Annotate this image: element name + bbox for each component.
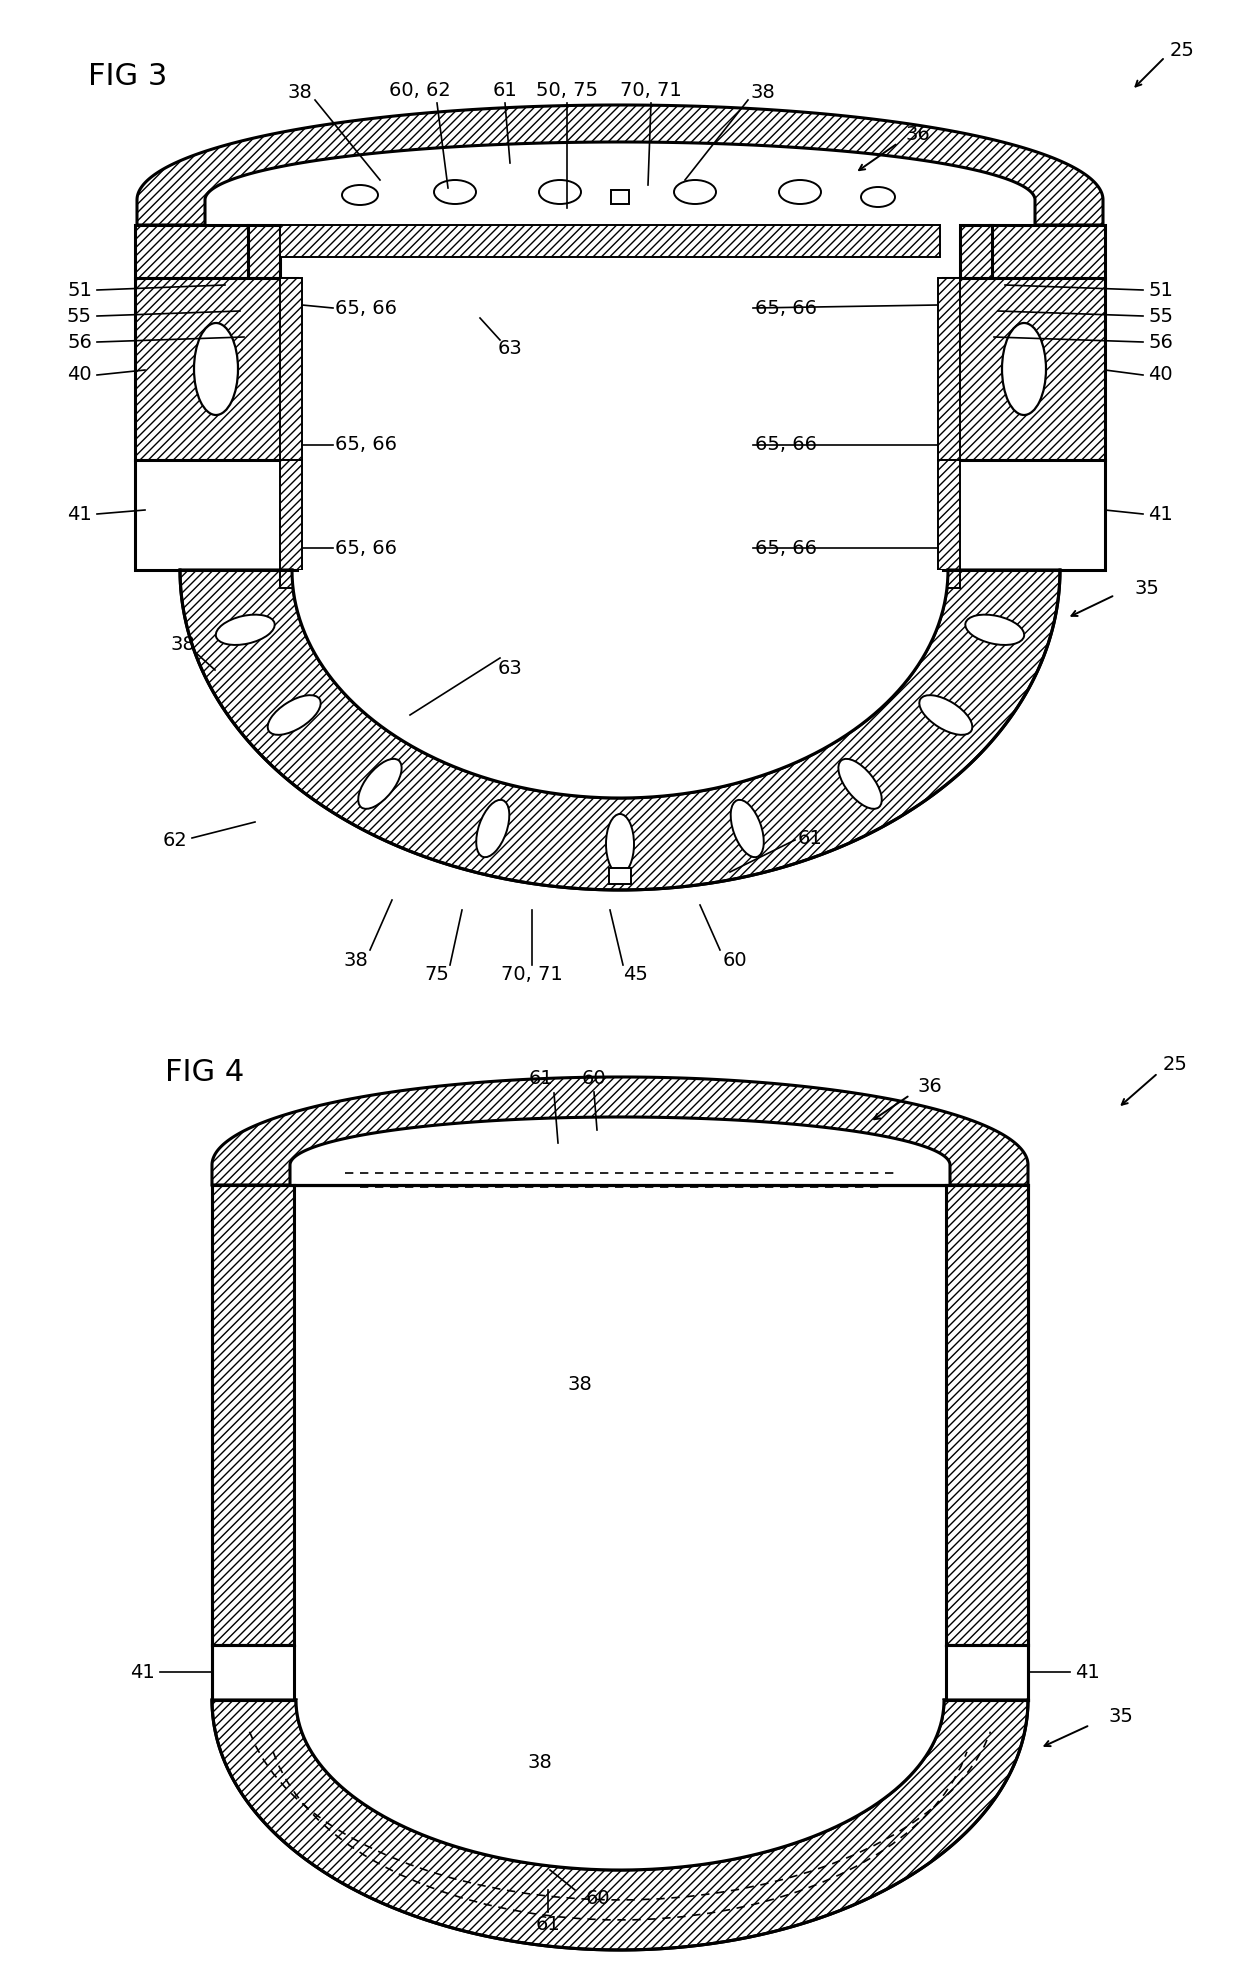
Text: 50, 75: 50, 75 bbox=[536, 81, 598, 101]
Text: 70, 71: 70, 71 bbox=[620, 81, 682, 101]
Polygon shape bbox=[136, 105, 1104, 225]
Text: FIG 4: FIG 4 bbox=[165, 1059, 244, 1087]
Text: 38: 38 bbox=[750, 83, 775, 103]
Bar bbox=[135, 225, 248, 278]
Ellipse shape bbox=[919, 696, 972, 736]
Text: 36: 36 bbox=[918, 1077, 942, 1096]
Bar bbox=[280, 570, 303, 588]
Ellipse shape bbox=[838, 759, 882, 809]
Ellipse shape bbox=[606, 814, 634, 874]
Text: 61: 61 bbox=[528, 1069, 553, 1089]
Text: 65, 66: 65, 66 bbox=[335, 436, 397, 454]
Bar bbox=[135, 278, 298, 459]
Text: 56: 56 bbox=[67, 333, 92, 351]
Ellipse shape bbox=[779, 179, 821, 203]
Text: 55: 55 bbox=[1148, 306, 1173, 325]
Text: 36: 36 bbox=[905, 124, 930, 144]
Text: 56: 56 bbox=[1148, 333, 1173, 351]
Polygon shape bbox=[212, 1700, 1028, 1950]
Text: 61: 61 bbox=[492, 81, 517, 101]
Ellipse shape bbox=[268, 696, 321, 736]
Text: 61: 61 bbox=[536, 1915, 560, 1935]
Text: 45: 45 bbox=[624, 966, 649, 984]
Bar bbox=[303, 256, 937, 459]
Ellipse shape bbox=[675, 179, 715, 203]
Text: 62: 62 bbox=[162, 830, 187, 850]
Text: 70, 71: 70, 71 bbox=[501, 966, 563, 984]
Bar bbox=[960, 225, 992, 278]
Text: 65, 66: 65, 66 bbox=[755, 436, 817, 454]
Text: 41: 41 bbox=[130, 1662, 155, 1682]
Text: 25: 25 bbox=[1163, 1055, 1188, 1075]
Text: 35: 35 bbox=[1135, 578, 1159, 598]
Text: 41: 41 bbox=[1148, 505, 1173, 523]
Text: 60: 60 bbox=[582, 1069, 606, 1089]
Text: 41: 41 bbox=[1075, 1662, 1100, 1682]
Bar bbox=[611, 189, 629, 203]
Bar bbox=[990, 225, 1105, 278]
Polygon shape bbox=[291, 570, 949, 799]
Text: 38: 38 bbox=[528, 1753, 552, 1771]
Ellipse shape bbox=[965, 615, 1024, 645]
Ellipse shape bbox=[342, 185, 378, 205]
Ellipse shape bbox=[476, 801, 510, 858]
Ellipse shape bbox=[539, 179, 582, 203]
Ellipse shape bbox=[193, 323, 238, 414]
Text: 41: 41 bbox=[67, 505, 92, 523]
Text: 61: 61 bbox=[797, 828, 822, 848]
Text: FIG 3: FIG 3 bbox=[88, 61, 167, 91]
Text: 51: 51 bbox=[1148, 280, 1173, 300]
Ellipse shape bbox=[730, 801, 764, 858]
Text: 51: 51 bbox=[67, 280, 92, 300]
Bar bbox=[609, 868, 631, 883]
Text: 65, 66: 65, 66 bbox=[755, 538, 817, 558]
Bar bbox=[942, 278, 1105, 459]
Text: 40: 40 bbox=[1148, 365, 1173, 385]
Text: 75: 75 bbox=[424, 966, 449, 984]
Bar bbox=[280, 459, 303, 570]
Text: 35: 35 bbox=[1109, 1708, 1133, 1727]
Ellipse shape bbox=[358, 759, 402, 809]
Bar bbox=[942, 459, 1105, 570]
Text: 60: 60 bbox=[585, 1889, 610, 1907]
Bar bbox=[937, 278, 960, 459]
Ellipse shape bbox=[434, 179, 476, 203]
Text: 60: 60 bbox=[723, 951, 748, 970]
Bar bbox=[135, 459, 298, 570]
Bar bbox=[937, 570, 960, 588]
Polygon shape bbox=[180, 570, 1060, 889]
Bar bbox=[946, 1185, 1028, 1645]
Ellipse shape bbox=[1002, 323, 1047, 414]
Polygon shape bbox=[212, 1077, 1028, 1185]
Bar bbox=[946, 1645, 1028, 1700]
Text: 38: 38 bbox=[171, 635, 196, 655]
Text: 65, 66: 65, 66 bbox=[335, 538, 397, 558]
Text: 65, 66: 65, 66 bbox=[335, 298, 397, 317]
Text: 63: 63 bbox=[497, 659, 522, 678]
Bar bbox=[280, 278, 303, 459]
Text: 65, 66: 65, 66 bbox=[755, 298, 817, 317]
Text: 38: 38 bbox=[288, 83, 312, 103]
Text: 60, 62: 60, 62 bbox=[389, 81, 451, 101]
Text: 38: 38 bbox=[343, 951, 368, 970]
Ellipse shape bbox=[861, 187, 895, 207]
Polygon shape bbox=[296, 1700, 944, 1869]
Bar bbox=[294, 1185, 946, 1645]
Text: 40: 40 bbox=[67, 365, 92, 385]
Bar bbox=[212, 1645, 294, 1700]
Text: 55: 55 bbox=[67, 306, 92, 325]
Bar bbox=[280, 225, 940, 256]
Bar bbox=[937, 459, 960, 570]
Ellipse shape bbox=[216, 615, 275, 645]
Text: 25: 25 bbox=[1169, 41, 1194, 59]
Bar bbox=[248, 225, 280, 278]
Bar bbox=[212, 1185, 294, 1645]
Text: 38: 38 bbox=[568, 1376, 593, 1394]
Text: 63: 63 bbox=[497, 339, 522, 357]
